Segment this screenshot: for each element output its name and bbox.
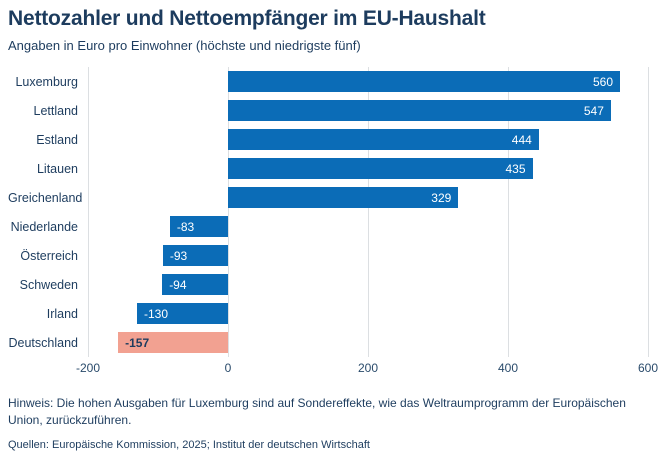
row-plot: 329 xyxy=(88,183,660,212)
value-label: -94 xyxy=(169,277,187,292)
gridline xyxy=(367,67,369,357)
gridline xyxy=(87,67,89,357)
bar: 329 xyxy=(228,187,459,208)
row-plot: -94 xyxy=(88,270,660,299)
chart-row: Niederlande -83 xyxy=(8,212,660,241)
bar-chart: Luxemburg 560 Lettland 547 Estland 444 Litauen… xyxy=(8,67,660,379)
bar: -130 xyxy=(137,303,228,324)
row-plot: -83 xyxy=(88,212,660,241)
page-title: Nettozahler und Nettoempfänger im EU-Hau… xyxy=(8,7,486,30)
chart-row: Lettland 547 xyxy=(8,96,660,125)
category-label: Lettland xyxy=(33,103,78,118)
chart-row: Schweden -94 xyxy=(8,270,660,299)
bar: 435 xyxy=(228,158,533,179)
value-label: 560 xyxy=(592,74,613,89)
row-plot: 547 xyxy=(88,96,660,125)
category-label: Niederlande xyxy=(10,219,78,234)
x-tick-label: 200 xyxy=(357,361,379,375)
chart-row: Irland -130 xyxy=(8,299,660,328)
x-tick-label: 400 xyxy=(497,361,519,375)
row-plot: 435 xyxy=(88,154,660,183)
chart-row: Luxemburg 560 xyxy=(8,67,660,96)
category-label: Irland xyxy=(46,306,78,321)
bar: -94 xyxy=(162,274,228,295)
chart-row: Österreich -93 xyxy=(8,241,660,270)
category-label: Schweden xyxy=(19,277,78,292)
row-plot: 444 xyxy=(88,125,660,154)
x-tick-label: 0 xyxy=(224,361,232,375)
gridline xyxy=(647,67,649,357)
bar: 444 xyxy=(228,129,539,150)
value-label: -130 xyxy=(144,306,169,321)
row-plot: -93 xyxy=(88,241,660,270)
chart-row: Estland 444 xyxy=(8,125,660,154)
bar: -83 xyxy=(169,216,228,237)
value-label: 547 xyxy=(583,103,604,118)
chart-rows: Luxemburg 560 Lettland 547 Estland 444 Litauen… xyxy=(8,67,660,357)
category-label: Luxemburg xyxy=(15,74,78,89)
row-plot: -130 xyxy=(88,299,660,328)
chart-row: Litauen 435 xyxy=(8,154,660,183)
x-tick-label: 600 xyxy=(637,361,659,375)
row-plot: 560 xyxy=(88,67,660,96)
value-label: 329 xyxy=(431,190,452,205)
bar: -157 xyxy=(118,332,228,353)
chart-row: Greichenland 329 xyxy=(8,183,660,212)
category-label: Litauen xyxy=(36,161,78,176)
bar: 547 xyxy=(228,100,611,121)
category-label: Greichenland xyxy=(8,190,83,205)
gridline xyxy=(507,67,509,357)
row-plot: -157 xyxy=(88,328,660,357)
bar: 560 xyxy=(228,71,620,92)
value-label: 444 xyxy=(511,132,532,147)
value-label: -93 xyxy=(169,248,188,263)
bar: -93 xyxy=(162,245,228,266)
value-label: -157 xyxy=(125,335,150,350)
value-label: -83 xyxy=(176,219,195,234)
category-label: Deutschland xyxy=(8,335,79,350)
x-tick-label: -200 xyxy=(75,361,101,375)
category-label: Estland xyxy=(36,132,78,147)
grid-layer xyxy=(87,67,649,357)
gridline xyxy=(227,67,229,357)
category-label: Österreich xyxy=(20,248,78,263)
page-subtitle: Angaben in Euro pro Einwohner (höchste u… xyxy=(8,38,361,53)
footnote-hinweis: Hinweis: Die hohen Ausgaben für Luxembur… xyxy=(8,396,626,428)
value-label: 435 xyxy=(505,161,526,176)
chart-row: Deutschland -157 xyxy=(8,328,660,357)
x-axis: -200 0 200 400 600 xyxy=(8,357,660,379)
